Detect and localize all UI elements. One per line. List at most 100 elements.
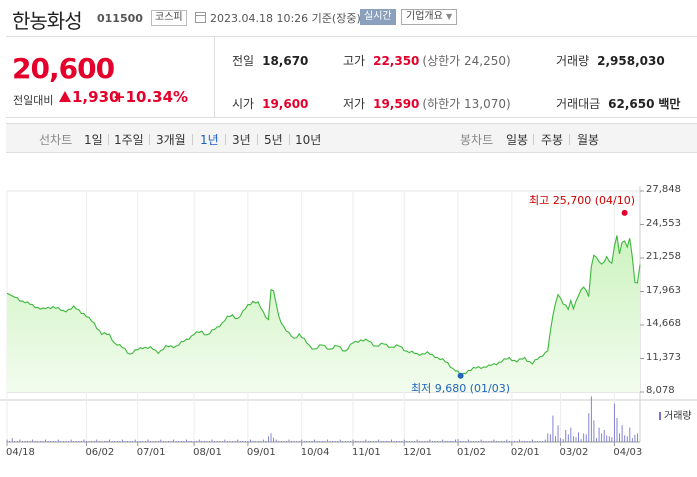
- volume-bar: [86, 441, 87, 442]
- volume-bar: [424, 441, 426, 442]
- volume-bar: [211, 439, 213, 442]
- volume-bar: [29, 441, 31, 442]
- volume-bar: [291, 441, 292, 442]
- volume-bar: [357, 441, 359, 442]
- volume-bar: [160, 439, 162, 442]
- company-info-button[interactable]: 기업개요 ▼: [401, 9, 458, 25]
- volume-bar: [380, 441, 382, 442]
- volume-bar: [42, 441, 44, 442]
- x-tick-label: 11/01: [351, 447, 381, 458]
- period-1d[interactable]: 1일: [84, 133, 103, 147]
- volume-bar: [562, 439, 564, 442]
- volume-bar: [493, 439, 495, 442]
- volume-bar: [362, 441, 364, 442]
- open-cell: 시가 19,600: [232, 95, 308, 112]
- volume-bar: [16, 441, 18, 442]
- realtime-badge[interactable]: 실시간: [360, 9, 396, 25]
- period-10y[interactable]: 10년: [295, 133, 322, 147]
- volume-bar: [280, 441, 282, 442]
- volume-bar: [360, 441, 362, 442]
- volume-bar: [406, 441, 408, 442]
- volume-bar: [334, 441, 336, 442]
- volume-bar: [608, 436, 610, 442]
- x-tick-label: 04/03: [613, 447, 643, 458]
- volume-bar: [488, 441, 490, 442]
- volume-bar: [385, 441, 387, 442]
- volume-bar: [262, 439, 264, 442]
- y-tick-label: 21,258: [646, 251, 681, 262]
- volume-bar: [526, 441, 528, 442]
- change-percent: +10.34%: [113, 88, 189, 106]
- volume-bar: [91, 441, 93, 442]
- volume-bar: [498, 441, 500, 442]
- volume-bar: [103, 441, 105, 442]
- candle-weekly[interactable]: 주봉: [541, 133, 564, 147]
- period-5y[interactable]: 5년: [264, 133, 283, 147]
- volume-bar: [478, 441, 480, 442]
- prev-close-label: 전일: [232, 54, 255, 68]
- volume-bar: [511, 441, 513, 442]
- volume-bar: [152, 441, 154, 442]
- volume-bar: [191, 441, 193, 442]
- timestamp: 2023.04.18 10:26 기준(장중): [210, 12, 361, 25]
- volume-bar: [408, 441, 410, 442]
- volume-bar: [567, 434, 569, 442]
- volume-bar: [337, 441, 339, 442]
- volume-bar: [398, 441, 400, 442]
- volume-bar: [452, 441, 454, 442]
- volume-bar: [173, 439, 175, 442]
- volume-bar: [350, 441, 351, 442]
- volume-bar: [465, 441, 467, 442]
- volume-bar: [198, 439, 200, 442]
- volume-bar: [101, 441, 103, 442]
- volume-bar: [516, 441, 518, 442]
- candle-monthly[interactable]: 월봉: [577, 133, 600, 147]
- high-cell: 고가 22,350 (상한가 24,250): [343, 52, 511, 69]
- y-tick-label: 17,963: [646, 284, 681, 296]
- volume-bar: [514, 441, 515, 442]
- x-tick-label: 12/01: [403, 447, 433, 458]
- volume-bar: [601, 433, 603, 442]
- period-1y[interactable]: 1년: [200, 133, 219, 147]
- volume-bar: [162, 441, 164, 442]
- volume-bar: [383, 441, 385, 442]
- volume-bar: [503, 441, 505, 442]
- change-value: 1,930: [72, 88, 120, 106]
- volume-bar: [580, 439, 582, 442]
- max-annotation: 최고 25,700 (04/10): [529, 194, 636, 207]
- period-3y[interactable]: 3년: [232, 133, 251, 147]
- volume-bar: [296, 441, 298, 442]
- volume-bar: [129, 441, 131, 442]
- upper-limit: (상한가 24,250): [422, 54, 511, 68]
- period-bar: 선차트 1일 1주일 3개월 1년 3년 5년 10년 봉차트 일봉 주봉 월봉: [6, 123, 697, 153]
- volume-bar: [209, 441, 210, 442]
- volume-bar: [570, 427, 572, 442]
- period-1w[interactable]: 1주일: [114, 133, 144, 147]
- volume-bar: [132, 441, 134, 442]
- volume-bar: [175, 441, 177, 442]
- volume-bar: [326, 439, 328, 442]
- divider: [214, 37, 215, 117]
- separator: [257, 134, 258, 145]
- volume-bar: [626, 436, 628, 442]
- volume-bar: [78, 441, 80, 442]
- volume-bar: [367, 441, 369, 442]
- volume-bar: [293, 441, 295, 442]
- volume-bar: [624, 435, 626, 442]
- open-value: 19,600: [262, 97, 309, 111]
- volume-bar: [306, 441, 308, 442]
- volume-bar: [365, 439, 367, 442]
- volume-bar: [321, 441, 323, 442]
- period-3m[interactable]: 3개월: [156, 133, 186, 147]
- candle-daily[interactable]: 일봉: [506, 133, 529, 147]
- volume-bar: [88, 441, 90, 442]
- price-chart[interactable]: 27,848 24,553 21,258 17,963 14,668 11,373 8,07…: [0, 160, 697, 477]
- volume-bar: [32, 439, 34, 442]
- separator: [533, 134, 534, 145]
- volume-bar: [98, 441, 100, 442]
- volume-bar: [250, 439, 251, 442]
- current-price: 20,600: [12, 52, 115, 85]
- volume-bar: [529, 441, 531, 442]
- volume-bar: [329, 441, 331, 442]
- volume-bar: [170, 441, 172, 442]
